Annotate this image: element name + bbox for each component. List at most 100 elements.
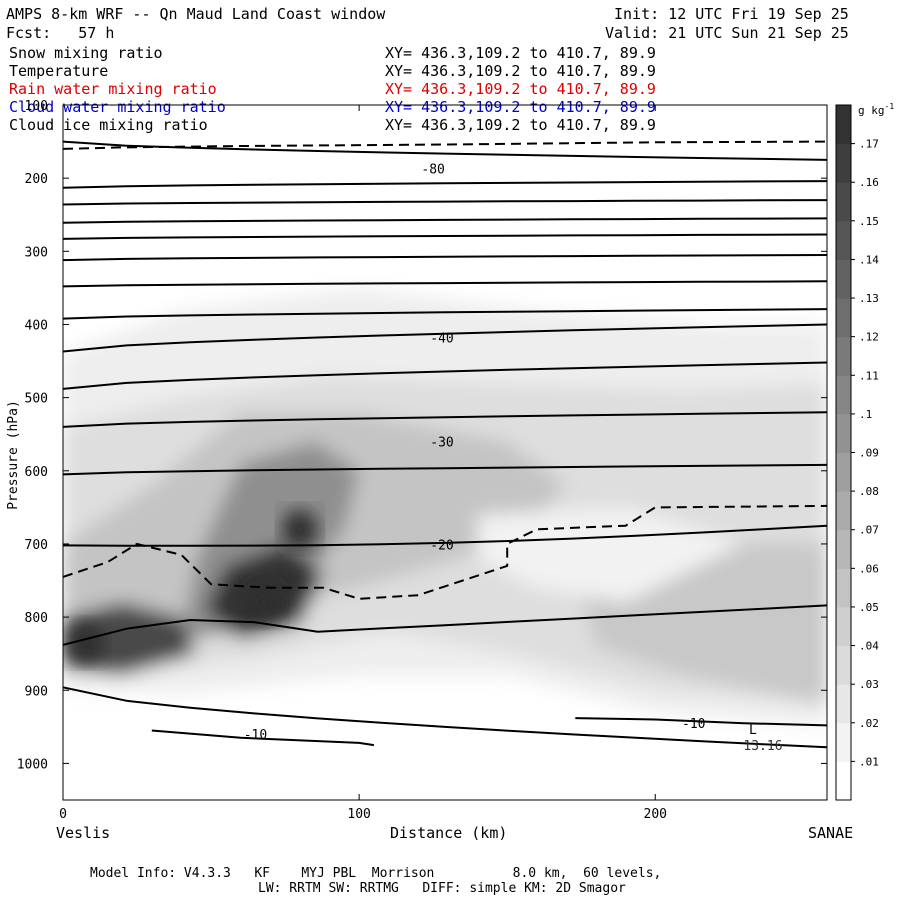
isotherm-line [63, 233, 827, 240]
colorbar-label: .04 [859, 640, 879, 653]
shading-maximum [246, 582, 283, 623]
field-name: Snow mixing ratio [9, 44, 163, 62]
y-tick-label: 1000 [17, 757, 48, 772]
shading-maximum [281, 509, 318, 550]
isotherm-line [63, 308, 827, 320]
colorbar-unit-exponent: -1 [885, 102, 895, 111]
dashed-contour [63, 504, 827, 600]
field-name: Cloud ice mixing ratio [9, 116, 208, 134]
left-endpoint-label: Veslis [56, 824, 111, 842]
isotherm-line [63, 254, 827, 262]
y-tick-label: 500 [25, 392, 48, 407]
y-tick-label: 900 [25, 684, 48, 699]
isotherm-label: -10 [682, 717, 705, 732]
isotherm-line [575, 717, 827, 727]
isotherm-label: -80 [421, 163, 444, 178]
y-tick-label: 100 [25, 99, 48, 114]
colorbar-label: .12 [859, 331, 879, 344]
colorbar-label: .13 [859, 292, 879, 305]
colorbar-segment [836, 606, 851, 647]
shading-region [477, 507, 745, 603]
colorbar-unit-text: g kg [858, 104, 885, 117]
colorbar-segment [836, 568, 851, 608]
isotherm-label: -10 [244, 728, 267, 743]
x-tick-label: 200 [644, 807, 667, 822]
isotherm-line [63, 217, 827, 224]
isotherm-line [63, 604, 827, 646]
colorbar-segment [836, 722, 851, 762]
colorbar-segment [836, 645, 851, 685]
valid-time: Valid: 21 UTC Sun 21 Sep 25 [605, 24, 849, 42]
colorbar-label: .15 [859, 215, 879, 228]
isotherm-line [151, 729, 375, 747]
model-info-line1: Model Info: V4.3.3 KF MYJ PBL Morrison 8… [90, 866, 662, 881]
field-xy: XY= 436.3,109.2 to 410.7, 89.9 [385, 80, 656, 98]
isotherm-line [63, 180, 827, 189]
dashed-contour [63, 140, 827, 150]
isotherm-line [63, 361, 827, 390]
isotherm-label: -30 [430, 436, 453, 451]
field-xy: XY= 436.3,109.2 to 410.7, 89.9 [385, 44, 656, 62]
isotherm-labels: -80 -40 -30 -20 -10 -10 L13.16 [244, 163, 783, 755]
colorbar-label: .01 [859, 755, 879, 768]
y-tick-label: 300 [25, 245, 48, 260]
isotherm-line [63, 686, 827, 749]
field-name: Cloud water mixing ratio [9, 98, 226, 116]
y-tick-label: 800 [25, 611, 48, 626]
colorbar-label: .09 [859, 447, 879, 460]
x-tick-label: 100 [347, 807, 370, 822]
colorbar-segment [836, 259, 851, 299]
isotherm-line [63, 140, 827, 161]
mixing-ratio-shading [63, 287, 827, 727]
colorbar-segment [836, 298, 851, 338]
colorbar-label: .11 [859, 369, 879, 382]
colorbar-segment [836, 761, 851, 801]
colorbar-label: .17 [859, 138, 879, 151]
colorbar-segment [836, 452, 851, 492]
y-tick-label: 200 [25, 172, 48, 187]
forecast-hour: Fcst: 57 h [6, 24, 115, 42]
colorbar-segment [836, 413, 851, 453]
temperature-isotherms [63, 140, 827, 749]
colorbar-segment [836, 143, 851, 183]
colorbar-segment [836, 529, 851, 569]
low-marker: L [749, 723, 757, 738]
isotherm-line [63, 280, 827, 288]
colorbar-label: .06 [859, 562, 879, 575]
colorbar-segment [836, 105, 851, 145]
y-tick-label: 700 [25, 538, 48, 553]
y-axis-label: Pressure (hPa) [6, 400, 21, 510]
colorbar: .01 .02 .03 .04 .05 .06 .07 .08 .09 .1 .11 .12 .13 .1… [835, 102, 894, 801]
isotherm-line [63, 411, 827, 428]
colorbar-label: .14 [859, 253, 879, 266]
colorbar-label: .07 [859, 524, 879, 537]
field-name: Rain water mixing ratio [9, 80, 217, 98]
colorbar-segment [836, 375, 851, 415]
colorbar-label: .1 [859, 408, 872, 421]
colorbar-segment [836, 684, 851, 724]
dashed-contours [63, 140, 827, 600]
y-tick-label: 400 [25, 318, 48, 333]
colorbar-label: .08 [859, 485, 879, 498]
colorbar-label: .03 [859, 678, 879, 691]
low-marker-value: 13.16 [743, 739, 782, 754]
isotherm-label: -40 [430, 332, 453, 347]
axes: 100 200 300 400 500 600 700 800 900 1000 0 100 200 Pr… [6, 99, 827, 822]
colorbar-segment [836, 220, 851, 260]
isotherm-line [63, 199, 827, 206]
x-tick-label: 0 [59, 807, 67, 822]
field-name: Temperature [9, 62, 109, 80]
plot-frame [62, 104, 828, 801]
x-axis-label: Distance (km) [390, 824, 508, 842]
y-tick-label: 600 [25, 465, 48, 480]
right-endpoint-label: SANAE [808, 824, 854, 842]
init-time: Init: 12 UTC Fri 19 Sep 25 [614, 5, 849, 23]
colorbar-unit: g kg-1 [858, 102, 894, 117]
colorbar-label: .16 [859, 176, 879, 189]
colorbar-segment [836, 336, 851, 376]
isotherm-label: -20 [430, 539, 453, 554]
field-xy: XY= 436.3,109.2 to 410.7, 89.9 [385, 116, 656, 134]
chart-title: AMPS 8-km WRF -- Qn Maud Land Coast wind… [6, 5, 386, 23]
field-xy: XY= 436.3,109.2 to 410.7, 89.9 [385, 98, 656, 116]
isotherm-line [63, 463, 827, 476]
